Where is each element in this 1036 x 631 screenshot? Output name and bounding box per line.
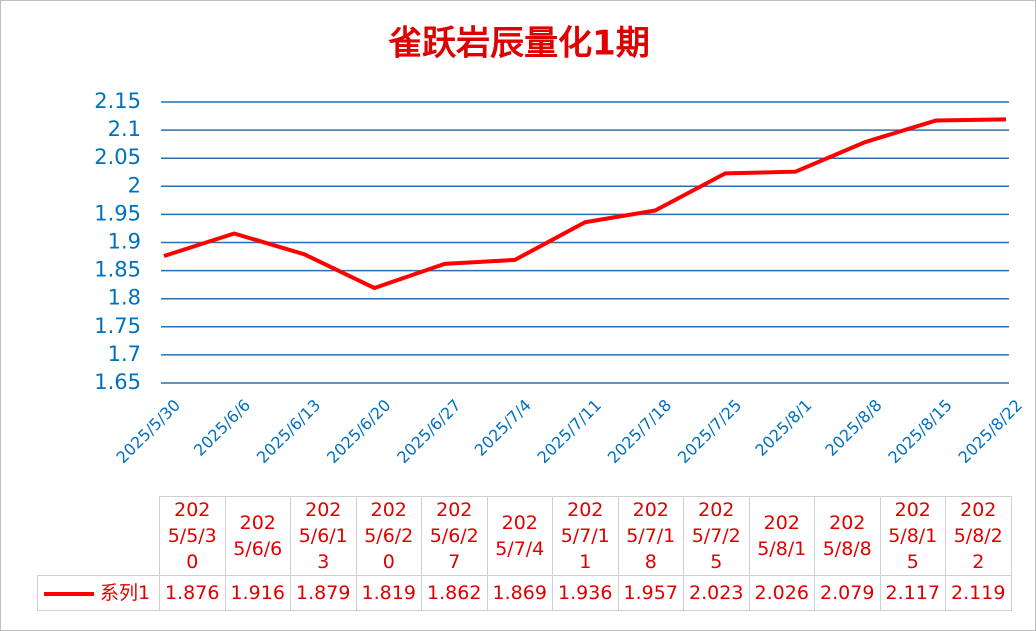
y-tick-label: 1.95 [94, 201, 141, 225]
table-header-cell: 2025/7/18 [617, 496, 684, 576]
x-tick-label: 2025/6/6 [190, 396, 254, 460]
table-value-cell: 1.957 [617, 575, 684, 611]
table-value-cell: 1.869 [486, 575, 553, 611]
table-value-cell: 2.079 [814, 575, 881, 611]
data-table: 2025/5/30 2025/6/6 2025/6/13 2025/6/20 2025/… [37, 496, 1012, 611]
x-tick-label: 2025/6/13 [253, 396, 324, 467]
table-value-cell: 1.862 [421, 575, 488, 611]
x-tick-label: 2025/5/30 [113, 396, 184, 467]
y-tick-label: 1.85 [94, 258, 141, 282]
table-header-row: 2025/5/30 2025/6/6 2025/6/13 2025/6/20 2025/… [37, 496, 1012, 576]
table-row: 系列1 1.876 1.916 1.879 1.819 1.862 1.869 1.936 1.… [37, 575, 1012, 611]
y-tick-label: 1.7 [108, 342, 141, 366]
x-tick-label: 2025/8/1 [751, 396, 815, 460]
x-tick-label: 2025/6/27 [393, 396, 464, 467]
y-tick-label: 1.9 [108, 230, 141, 254]
x-tick-label: 2025/8/8 [821, 396, 885, 460]
table-header-cell: 2025/7/4 [486, 496, 553, 576]
x-tick-label: 2025/7/4 [471, 396, 535, 460]
table-header-cell: 2025/8/1 [748, 496, 815, 576]
table-header-cell: 2025/8/8 [814, 496, 881, 576]
table-header-cell: 2025/6/20 [355, 496, 422, 576]
y-tick-label: 1.65 [94, 370, 141, 394]
x-tick-label: 2025/8/22 [955, 396, 1026, 467]
table-header-cell: 2025/8/15 [879, 496, 946, 576]
chart-title: 雀跃岩辰量化1期 [388, 24, 650, 64]
table-header-cell: 2025/8/22 [945, 496, 1012, 576]
legend-swatch [44, 591, 94, 596]
table-header-cell: 2025/5/30 [159, 496, 226, 576]
x-tick-label: 2025/6/20 [323, 396, 394, 467]
y-tick-label: 2 [128, 173, 141, 197]
table-header-cell: 2025/6/6 [224, 496, 291, 576]
y-tick-label: 2.1 [108, 117, 141, 141]
table-value-cell: 1.879 [290, 575, 357, 611]
table-value-cell: 1.916 [224, 575, 291, 611]
data-line [163, 117, 1007, 291]
table-header-cell: 2025/6/27 [421, 496, 488, 576]
table-value-cell: 2.026 [748, 575, 815, 611]
table-value-cell: 2.119 [945, 575, 1012, 611]
y-tick-label: 1.8 [108, 286, 141, 310]
table-header-cell: 2025/7/25 [683, 496, 750, 576]
legend-cell: 系列1 [37, 575, 160, 611]
x-tick-label: 2025/7/11 [534, 396, 605, 467]
table-value-cell: 2.117 [879, 575, 946, 611]
table-value-cell: 2.023 [683, 575, 750, 611]
y-tick-label: 2.05 [94, 145, 141, 169]
table-value-cell: 1.936 [552, 575, 619, 611]
table-value-cell: 1.876 [159, 575, 226, 611]
y-tick-label: 1.75 [94, 314, 141, 338]
x-tick-label: 2025/7/18 [604, 396, 675, 467]
table-header-cell: 2025/7/11 [552, 496, 619, 576]
legend-label: 系列1 [100, 582, 151, 604]
x-tick-label: 2025/7/25 [674, 396, 745, 467]
table-value-cell: 1.819 [355, 575, 422, 611]
y-tick-label: 2.15 [94, 89, 141, 113]
table-corner [37, 496, 160, 576]
x-tick-label: 2025/8/15 [884, 396, 955, 467]
table-header-cell: 2025/6/13 [290, 496, 357, 576]
